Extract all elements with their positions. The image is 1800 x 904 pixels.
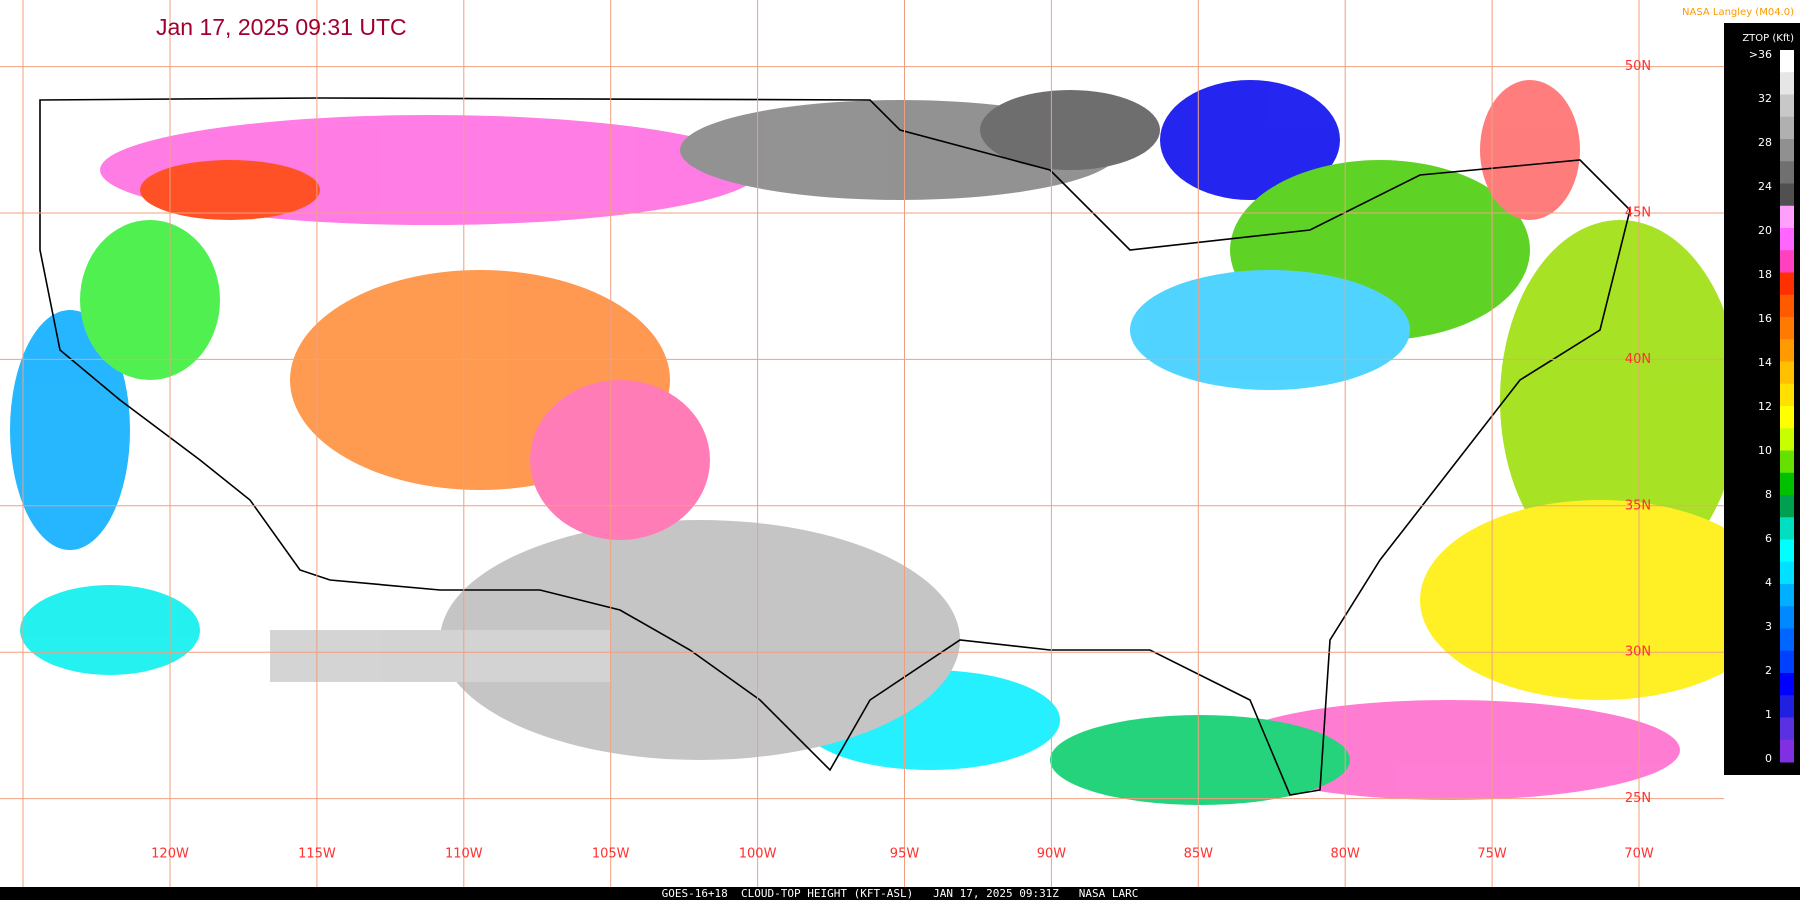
color-swatch — [1780, 495, 1794, 518]
longitude-label: 115W — [298, 847, 336, 862]
color-swatch — [1780, 50, 1794, 73]
legend-label: 1 — [1765, 708, 1772, 721]
legend-label: 2 — [1765, 664, 1772, 677]
legend-label: 28 — [1758, 136, 1772, 149]
color-swatch — [1780, 272, 1794, 296]
footer-caption: GOES-16+18 CLOUD-TOP HEIGHT (KFT-ASL) JA… — [662, 887, 1139, 900]
color-swatch — [1780, 183, 1794, 207]
legend-label: 18 — [1758, 268, 1772, 281]
color-swatch — [1780, 205, 1794, 229]
legend-label: 0 — [1765, 752, 1772, 765]
legend-label: 12 — [1758, 400, 1772, 413]
longitude-label: 100W — [739, 847, 777, 862]
legend-label: 32 — [1758, 92, 1772, 105]
longitude-label: 80W — [1330, 847, 1360, 862]
legend-label: >36 — [1749, 48, 1772, 61]
longitude-label: 75W — [1477, 847, 1507, 862]
graticule: 120W 115W 110W 105W 100W 95W 90W 85W 80W 75W 70W 50… — [0, 0, 1724, 887]
color-swatch — [1780, 94, 1794, 118]
color-swatch — [1780, 584, 1794, 607]
cloud — [1050, 715, 1350, 805]
latitude-label: 50N — [1625, 59, 1651, 74]
color-swatch — [1780, 228, 1794, 251]
latitude-label: 25N — [1625, 791, 1651, 806]
longitude-label: 105W — [592, 847, 630, 862]
latitude-label: 40N — [1625, 352, 1651, 367]
legend-label: 6 — [1765, 532, 1772, 545]
legend-label: 8 — [1765, 488, 1772, 501]
color-swatch — [1780, 717, 1794, 741]
cloud — [440, 520, 960, 760]
legend-label: 3 — [1765, 620, 1772, 633]
legend-label: 16 — [1758, 312, 1772, 325]
cloud-field — [10, 80, 1780, 805]
legend-title: ZTOP (Kft) — [1742, 33, 1794, 44]
color-swatch — [1780, 606, 1794, 629]
cloud — [1130, 270, 1410, 390]
longitude-label: 70W — [1624, 847, 1654, 862]
latitude-label: 30N — [1625, 645, 1651, 660]
color-swatch — [1780, 428, 1794, 451]
credit: NASA Langley (M04.0) — [1682, 7, 1794, 18]
country-outline — [39, 97, 1631, 796]
color-swatch — [1780, 673, 1794, 696]
longitude-label: 85W — [1184, 847, 1214, 862]
cloud — [1480, 80, 1580, 220]
legend-label: 10 — [1758, 444, 1772, 457]
footer-bar — [0, 887, 1800, 900]
cloud — [1420, 500, 1780, 700]
color-swatch — [1780, 628, 1794, 652]
color-swatch — [1780, 561, 1794, 585]
color-swatch — [1780, 739, 1794, 763]
cloud — [270, 630, 610, 682]
color-swatch — [1780, 695, 1794, 718]
color-swatch — [1780, 161, 1794, 184]
latitude-label: 35N — [1625, 498, 1651, 513]
color-swatch — [1780, 116, 1794, 140]
color-swatch — [1780, 339, 1794, 362]
color-swatch — [1780, 472, 1794, 496]
color-swatch — [1780, 539, 1794, 563]
legend-label: 4 — [1765, 576, 1772, 589]
color-swatch — [1780, 361, 1794, 385]
latitude-label: 45N — [1625, 206, 1651, 221]
cloud — [10, 310, 130, 550]
color-swatch — [1780, 383, 1794, 407]
legend-label: 24 — [1758, 180, 1772, 193]
color-swatch — [1780, 317, 1794, 340]
color-swatch — [1780, 139, 1794, 162]
color-swatch — [1780, 294, 1794, 318]
cloud — [20, 585, 200, 675]
color-swatch — [1780, 450, 1794, 474]
legend-label: 14 — [1758, 356, 1772, 369]
cloud — [80, 220, 220, 380]
color-swatch — [1780, 517, 1794, 540]
longitude-label: 95W — [890, 847, 920, 862]
cloud — [1160, 80, 1340, 200]
color-swatch — [1780, 72, 1794, 95]
cloud — [530, 380, 710, 540]
color-swatch — [1780, 406, 1794, 429]
color-swatch — [1780, 250, 1794, 273]
cloud — [140, 160, 320, 220]
longitude-label: 90W — [1037, 847, 1067, 862]
color-swatch — [1780, 650, 1794, 674]
legend-label: 20 — [1758, 224, 1772, 237]
longitude-label: 110W — [445, 847, 483, 862]
timestamp-title: Jan 17, 2025 09:31 UTC — [156, 14, 407, 40]
cloud — [980, 90, 1160, 170]
cloud — [1500, 220, 1740, 580]
longitude-label: 120W — [151, 847, 189, 862]
